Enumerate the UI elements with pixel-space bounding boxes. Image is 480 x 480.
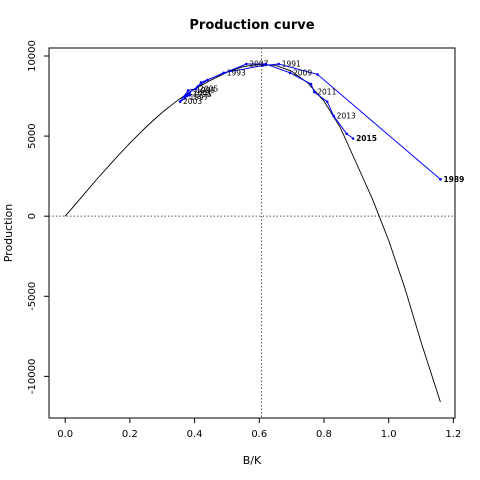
- x-tick-label: 1.2: [445, 429, 461, 440]
- year-label: 2003: [183, 97, 202, 106]
- year-label: 1995: [193, 90, 212, 99]
- x-tick-label: 0.2: [122, 429, 138, 440]
- y-tick-label: -5000: [27, 282, 38, 311]
- observed-point: [264, 62, 268, 66]
- observed-point: [309, 82, 313, 86]
- year-label: 2013: [337, 112, 356, 121]
- observed-point: [188, 91, 192, 95]
- observed-point: [277, 62, 280, 66]
- x-axis-label: B/K: [243, 454, 262, 467]
- y-tick-label: 0: [27, 213, 38, 219]
- observed-point: [316, 73, 319, 76]
- year-label: 2001: [193, 88, 212, 97]
- chart-title: Production curve: [189, 18, 314, 33]
- year-label: 2007: [249, 60, 268, 69]
- observed-point: [245, 62, 248, 66]
- x-tick-label: 0.4: [187, 429, 203, 440]
- year-label: 1997: [189, 93, 208, 102]
- plot-area: 0.0 0.2 0.4 0.6 0.8 1.0 1.2 -10000 -5000 0 5000 100…: [27, 40, 464, 440]
- x-tick-label: 0.0: [57, 429, 73, 440]
- y-tick-label: 10000: [27, 40, 38, 72]
- year-label: 1993: [227, 68, 246, 77]
- plot-frame: [48, 47, 456, 419]
- observed-point: [206, 78, 209, 82]
- year-label: 2015: [356, 134, 377, 143]
- y-axis-label: Production: [2, 204, 15, 263]
- x-tick-label: 0.6: [251, 429, 267, 440]
- observed-point: [183, 97, 187, 100]
- observed-point: [325, 100, 329, 103]
- observed-point: [194, 87, 198, 91]
- year-label: 1999: [196, 86, 215, 95]
- observed-point: [199, 81, 203, 84]
- observed-series-line: [179, 63, 441, 180]
- year-label: 2005: [199, 84, 218, 93]
- observed-point: [261, 64, 264, 67]
- observed-point: [178, 100, 182, 103]
- x-tick-label: 0.8: [316, 429, 332, 440]
- y-tick-label: -10000: [27, 359, 38, 394]
- observed-point: [188, 93, 192, 97]
- year-label: 2011: [317, 88, 336, 97]
- year-label: 2009: [293, 68, 312, 77]
- observed-point: [288, 71, 292, 75]
- year-label: 1989: [443, 175, 464, 184]
- observed-point: [345, 132, 348, 135]
- observed-point: [186, 89, 190, 92]
- observed-point: [312, 90, 316, 94]
- year-label: 1991: [282, 60, 301, 69]
- observed-point: [332, 114, 335, 118]
- x-tick-label: 1.0: [381, 429, 397, 440]
- observed-point: [222, 71, 225, 75]
- observed-point: [196, 85, 200, 88]
- observed-point: [439, 178, 442, 181]
- observed-point: [183, 94, 187, 98]
- y-tick-label: 5000: [27, 123, 38, 148]
- observed-point: [351, 137, 355, 140]
- model-curve-line: [64, 63, 441, 403]
